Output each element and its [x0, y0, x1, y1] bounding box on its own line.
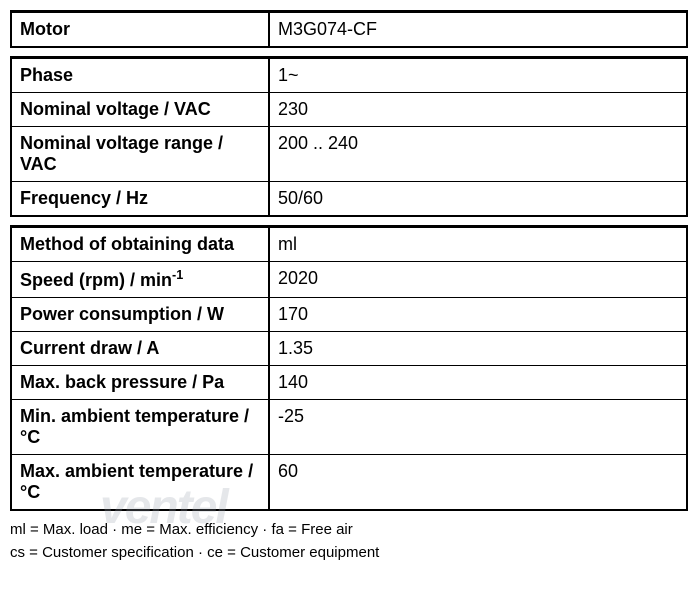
performance-table: Method of obtaining data ml Speed (rpm) …	[10, 225, 688, 511]
footnote-1: ml = Max. load · me = Max. efficiency · …	[10, 519, 688, 540]
frequency-value: 50/60	[269, 182, 687, 217]
backpressure-label: Max. back pressure / Pa	[11, 366, 269, 400]
current-label: Current draw / A	[11, 332, 269, 366]
min-temp-label: Min. ambient temperature / °C	[11, 400, 269, 455]
voltage-range-label: Nominal voltage range / VAC	[11, 127, 269, 182]
table-row: Method of obtaining data ml	[11, 227, 687, 262]
table-row: Max. ambient temperature / °C 60	[11, 455, 687, 511]
table-row: Frequency / Hz 50/60	[11, 182, 687, 217]
table-row: Phase 1~	[11, 58, 687, 93]
backpressure-value: 140	[269, 366, 687, 400]
voltage-range-value: 200 .. 240	[269, 127, 687, 182]
table-row: Speed (rpm) / min-1 2020	[11, 262, 687, 298]
frequency-label: Frequency / Hz	[11, 182, 269, 217]
electrical-table: Phase 1~ Nominal voltage / VAC 230 Nomin…	[10, 56, 688, 217]
method-label: Method of obtaining data	[11, 227, 269, 262]
motor-label: Motor	[11, 12, 269, 48]
speed-label: Speed (rpm) / min-1	[11, 262, 269, 298]
speed-value: 2020	[269, 262, 687, 298]
table-row: Max. back pressure / Pa 140	[11, 366, 687, 400]
max-temp-label: Max. ambient temperature / °C	[11, 455, 269, 511]
footnote-2: cs = Customer specification · ce = Custo…	[10, 542, 688, 563]
table-row: Nominal voltage range / VAC 200 .. 240	[11, 127, 687, 182]
table-row: Nominal voltage / VAC 230	[11, 93, 687, 127]
power-value: 170	[269, 298, 687, 332]
motor-row: Motor M3G074-CF	[11, 12, 687, 48]
motor-value: M3G074-CF	[269, 12, 687, 48]
phase-label: Phase	[11, 58, 269, 93]
motor-header-table: Motor M3G074-CF	[10, 10, 688, 48]
max-temp-value: 60	[269, 455, 687, 511]
nominal-voltage-label: Nominal voltage / VAC	[11, 93, 269, 127]
power-label: Power consumption / W	[11, 298, 269, 332]
current-value: 1.35	[269, 332, 687, 366]
min-temp-value: -25	[269, 400, 687, 455]
nominal-voltage-value: 230	[269, 93, 687, 127]
spec-tables: Motor M3G074-CF Phase 1~ Nominal voltage…	[10, 10, 688, 563]
table-row: Power consumption / W 170	[11, 298, 687, 332]
method-value: ml	[269, 227, 687, 262]
table-row: Current draw / A 1.35	[11, 332, 687, 366]
phase-value: 1~	[269, 58, 687, 93]
table-row: Min. ambient temperature / °C -25	[11, 400, 687, 455]
